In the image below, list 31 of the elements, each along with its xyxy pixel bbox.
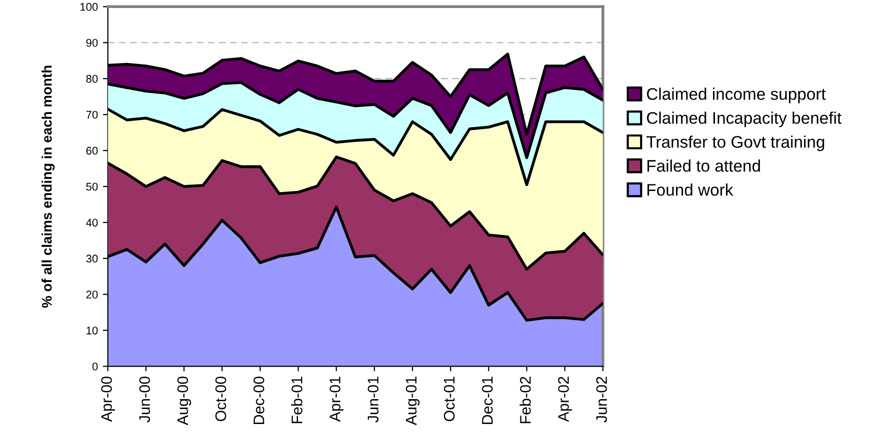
y-tick-label: 40 [86,218,98,227]
x-tick-label: Jun-00 [139,376,150,422]
legend-label: Claimed Incapacity benefit [646,112,842,128]
x-tick-label: Feb-01 [291,376,302,424]
x-tick-label: Apr-00 [101,376,115,422]
y-tick-label: 30 [86,254,98,263]
y-tick-label: 0 [92,362,98,370]
x-tick-label: Aug-00 [177,376,192,426]
y-tick-label: 80 [86,74,98,83]
y-tick-label: 10 [86,326,98,334]
y-tick-label: 50 [86,182,98,191]
y-tick-label: 60 [86,146,98,155]
y-tick-label: 20 [86,290,98,299]
x-tick-label: Jun-01 [368,376,379,422]
x-tick-label: Jun-02 [596,376,607,422]
legend-label: Failed to attend [647,160,760,172]
x-tick-label: Oct-01 [444,376,455,422]
y-axis-title: % of all claims ending in each month [42,66,55,308]
x-tick-label: Feb-02 [520,376,531,424]
legend-label: Transfer to Govt training [646,136,824,152]
y-tick-label: 100 [80,2,98,11]
x-tick-label: Dec-00 [253,376,264,424]
legend-label: Found work [647,184,734,196]
x-tick-label: Apr-02 [558,376,572,422]
x-tick-label: Oct-00 [215,376,226,422]
x-tick-label: Dec-01 [482,376,493,424]
y-tick-label: 90 [86,38,98,47]
x-tick-label: Aug-01 [406,376,420,426]
y-tick-label: 70 [86,110,98,119]
legend-label: Claimed income support [646,88,826,104]
x-tick-label: Apr-01 [330,376,344,422]
